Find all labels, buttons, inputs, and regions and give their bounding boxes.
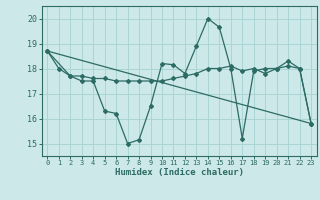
- X-axis label: Humidex (Indice chaleur): Humidex (Indice chaleur): [115, 168, 244, 177]
